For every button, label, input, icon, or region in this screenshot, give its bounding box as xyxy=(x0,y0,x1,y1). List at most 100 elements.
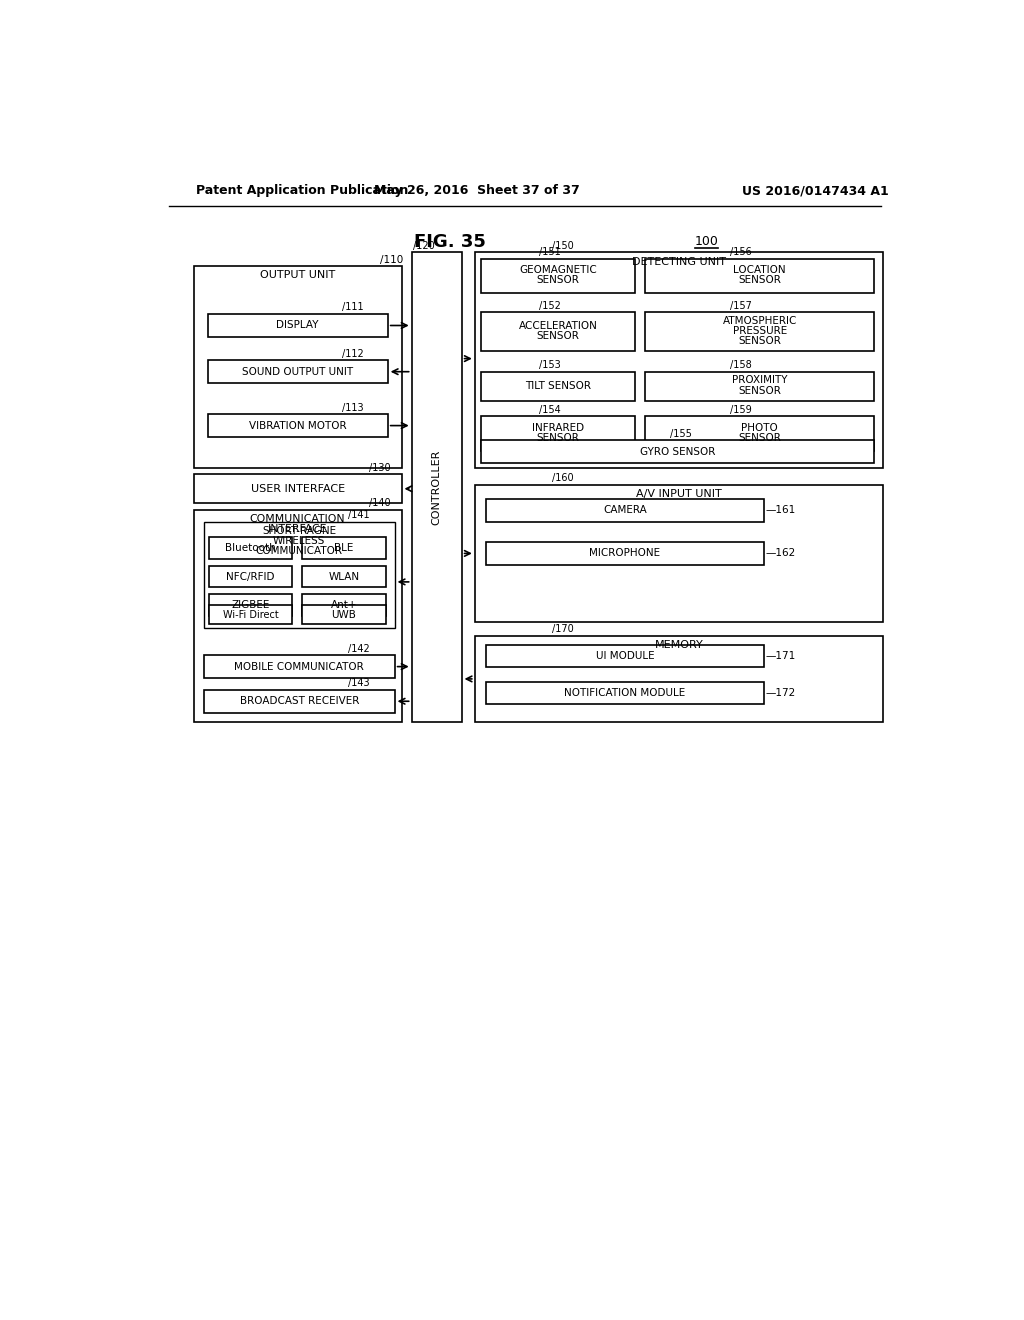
FancyBboxPatch shape xyxy=(208,360,388,383)
Text: —162: —162 xyxy=(766,548,796,558)
FancyBboxPatch shape xyxy=(301,537,386,558)
Text: MICROPHONE: MICROPHONE xyxy=(590,548,660,558)
Text: /160: /160 xyxy=(552,474,573,483)
Text: CAMERA: CAMERA xyxy=(603,506,647,515)
Text: MOBILE COMMUNICATOR: MOBILE COMMUNICATOR xyxy=(234,661,365,672)
Text: CONTROLLER: CONTROLLER xyxy=(432,450,441,525)
FancyBboxPatch shape xyxy=(209,594,292,615)
Text: Ant+: Ant+ xyxy=(331,601,357,610)
Text: INTERFACE: INTERFACE xyxy=(268,524,328,533)
Text: COMMUNICATOR: COMMUNICATOR xyxy=(256,546,343,556)
FancyBboxPatch shape xyxy=(204,521,394,628)
FancyBboxPatch shape xyxy=(486,682,764,704)
Text: Wi-Fi Direct: Wi-Fi Direct xyxy=(223,610,279,619)
FancyBboxPatch shape xyxy=(194,510,401,722)
Text: /120: /120 xyxy=(413,240,435,251)
Text: /113: /113 xyxy=(342,403,364,412)
Text: —172: —172 xyxy=(766,688,796,698)
FancyBboxPatch shape xyxy=(194,267,401,469)
Text: SENSOR: SENSOR xyxy=(738,335,781,346)
Text: May 26, 2016  Sheet 37 of 37: May 26, 2016 Sheet 37 of 37 xyxy=(374,185,580,197)
Text: LOCATION: LOCATION xyxy=(733,265,786,276)
FancyBboxPatch shape xyxy=(208,414,388,437)
Text: SENSOR: SENSOR xyxy=(537,276,580,285)
Text: SENSOR: SENSOR xyxy=(537,433,580,444)
Text: Bluetooth: Bluetooth xyxy=(225,543,276,553)
Text: /158: /158 xyxy=(730,360,752,370)
Text: /152: /152 xyxy=(539,301,560,312)
FancyBboxPatch shape xyxy=(204,689,394,713)
Text: /140: /140 xyxy=(370,498,391,508)
Text: ACCELERATION: ACCELERATION xyxy=(518,321,597,331)
Text: US 2016/0147434 A1: US 2016/0147434 A1 xyxy=(742,185,889,197)
FancyBboxPatch shape xyxy=(481,372,635,401)
Text: WLAN: WLAN xyxy=(329,572,359,582)
Text: NFC/RFID: NFC/RFID xyxy=(226,572,274,582)
FancyBboxPatch shape xyxy=(204,655,394,678)
Text: /155: /155 xyxy=(670,429,692,438)
Text: /150: /150 xyxy=(552,240,573,251)
Text: NOTIFICATION MODULE: NOTIFICATION MODULE xyxy=(564,688,685,698)
Text: /112: /112 xyxy=(342,348,364,359)
Text: OUTPUT UNIT: OUTPUT UNIT xyxy=(260,271,335,280)
FancyBboxPatch shape xyxy=(645,313,874,351)
Text: SOUND OUTPUT UNIT: SOUND OUTPUT UNIT xyxy=(242,367,353,376)
FancyBboxPatch shape xyxy=(301,566,386,587)
Text: PROXIMITY: PROXIMITY xyxy=(732,375,787,385)
FancyBboxPatch shape xyxy=(208,314,388,337)
Text: ZIGBEE: ZIGBEE xyxy=(231,601,270,610)
Text: PHOTO: PHOTO xyxy=(741,424,778,433)
Text: Patent Application Publication: Patent Application Publication xyxy=(196,185,409,197)
Text: /143: /143 xyxy=(348,678,370,688)
Text: WIRELESS: WIRELESS xyxy=(273,536,326,546)
Text: /142: /142 xyxy=(348,644,371,653)
Text: PRESSURE: PRESSURE xyxy=(732,326,786,335)
Text: /141: /141 xyxy=(348,511,370,520)
FancyBboxPatch shape xyxy=(481,259,635,293)
Text: GYRO SENSOR: GYRO SENSOR xyxy=(640,446,716,457)
Text: /130: /130 xyxy=(370,462,391,473)
FancyBboxPatch shape xyxy=(475,636,883,722)
Text: /159: /159 xyxy=(730,405,752,414)
FancyBboxPatch shape xyxy=(486,543,764,565)
Text: DISPLAY: DISPLAY xyxy=(276,321,318,330)
Text: /156: /156 xyxy=(730,247,752,257)
FancyBboxPatch shape xyxy=(209,605,292,624)
Text: —171: —171 xyxy=(766,651,796,661)
Text: SHORT-RAGNE: SHORT-RAGNE xyxy=(262,527,336,536)
FancyBboxPatch shape xyxy=(475,484,883,622)
Text: MEMORY: MEMORY xyxy=(654,640,703,649)
FancyBboxPatch shape xyxy=(481,441,874,463)
Text: /153: /153 xyxy=(539,360,560,370)
Text: SENSOR: SENSOR xyxy=(738,276,781,285)
Text: UI MODULE: UI MODULE xyxy=(596,651,654,661)
Text: /110: /110 xyxy=(380,255,403,264)
FancyBboxPatch shape xyxy=(486,645,764,667)
Text: SENSOR: SENSOR xyxy=(738,385,781,396)
Text: COMMUNICATION: COMMUNICATION xyxy=(250,513,345,524)
FancyBboxPatch shape xyxy=(645,416,874,451)
FancyBboxPatch shape xyxy=(301,594,386,615)
FancyBboxPatch shape xyxy=(412,252,462,722)
Text: INFRARED: INFRARED xyxy=(531,424,584,433)
Text: A/V INPUT UNIT: A/V INPUT UNIT xyxy=(636,490,722,499)
Text: VIBRATION MOTOR: VIBRATION MOTOR xyxy=(249,421,346,430)
Text: DETECTING UNIT: DETECTING UNIT xyxy=(632,256,726,267)
FancyBboxPatch shape xyxy=(486,499,764,521)
Text: FIG. 35: FIG. 35 xyxy=(414,232,486,251)
Text: ATMOSPHERIC: ATMOSPHERIC xyxy=(723,315,797,326)
Text: —161: —161 xyxy=(766,506,796,515)
Text: /154: /154 xyxy=(539,405,560,414)
FancyBboxPatch shape xyxy=(645,259,874,293)
FancyBboxPatch shape xyxy=(194,474,401,503)
Text: SENSOR: SENSOR xyxy=(537,331,580,342)
Text: SENSOR: SENSOR xyxy=(738,433,781,444)
FancyBboxPatch shape xyxy=(301,605,386,624)
FancyBboxPatch shape xyxy=(645,372,874,401)
Text: /170: /170 xyxy=(552,624,573,635)
Text: 100: 100 xyxy=(694,235,719,248)
Text: UWB: UWB xyxy=(332,610,356,619)
Text: GEOMAGNETIC: GEOMAGNETIC xyxy=(519,265,597,276)
Text: /151: /151 xyxy=(539,247,560,257)
FancyBboxPatch shape xyxy=(481,313,635,351)
